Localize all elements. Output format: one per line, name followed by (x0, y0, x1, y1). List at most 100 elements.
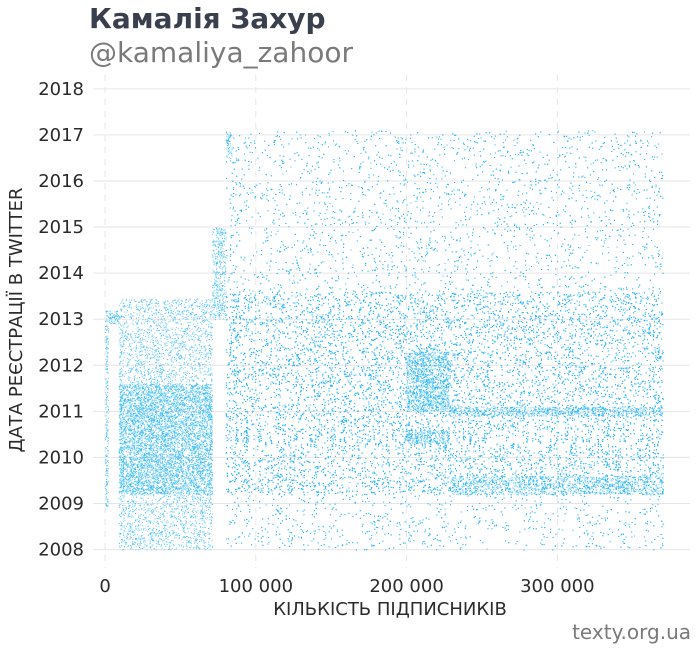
data-point (191, 504, 192, 505)
data-point (178, 358, 179, 359)
data-point (191, 364, 192, 365)
data-point (164, 544, 165, 545)
data-point (172, 302, 173, 303)
data-point (169, 330, 170, 331)
data-point (189, 355, 190, 356)
data-point (178, 544, 179, 545)
data-point (107, 329, 108, 330)
data-point (198, 299, 199, 300)
data-point (159, 325, 160, 326)
data-point (169, 546, 170, 547)
data-point (167, 371, 168, 372)
data-point (191, 339, 192, 340)
data-point (163, 303, 164, 304)
data-point (183, 546, 184, 547)
data-point (196, 529, 197, 530)
data-point (126, 386, 127, 387)
data-point (191, 347, 192, 348)
data-point (186, 310, 187, 311)
data-point (141, 455, 142, 456)
data-point (163, 504, 164, 505)
data-point (142, 307, 143, 308)
data-point (132, 506, 133, 507)
data-point (209, 501, 210, 502)
data-point (187, 371, 188, 372)
data-point (200, 350, 201, 351)
data-point (168, 425, 169, 426)
data-point (200, 505, 201, 506)
data-point (141, 494, 142, 495)
data-point (124, 527, 125, 528)
data-point (188, 335, 189, 336)
data-point (115, 320, 116, 321)
data-point (206, 421, 207, 422)
data-point (124, 537, 125, 538)
data-point (176, 537, 177, 538)
data-point (108, 400, 109, 401)
data-point (166, 409, 167, 410)
data-point (138, 545, 139, 546)
data-point (158, 360, 159, 361)
data-point (195, 300, 196, 301)
data-point (170, 381, 171, 382)
data-point (173, 540, 174, 541)
data-point (151, 300, 152, 301)
data-point (105, 486, 106, 487)
data-point (211, 526, 212, 527)
data-point (107, 369, 108, 370)
data-point (130, 462, 131, 463)
data-point (108, 343, 109, 344)
data-point (194, 360, 195, 361)
data-point (176, 532, 177, 533)
data-point (128, 314, 129, 315)
data-point (170, 511, 171, 512)
data-point (174, 495, 175, 496)
data-point (146, 521, 147, 522)
data-point (205, 313, 206, 314)
data-point (192, 523, 193, 524)
data-point (205, 402, 206, 403)
data-point (141, 330, 142, 331)
data-point (137, 534, 138, 535)
data-point (212, 375, 213, 376)
data-point (122, 330, 123, 331)
data-point (136, 333, 137, 334)
data-point (156, 330, 157, 331)
data-point (108, 451, 109, 452)
data-point (151, 357, 152, 358)
data-point (206, 331, 207, 332)
data-point (163, 496, 164, 497)
data-point (120, 374, 121, 375)
data-point (201, 311, 202, 312)
data-point (137, 519, 138, 520)
data-point (167, 316, 168, 317)
data-point (106, 312, 107, 313)
data-point (204, 364, 205, 365)
data-point (144, 330, 145, 331)
data-point (203, 541, 204, 542)
data-point (211, 397, 212, 398)
data-point (157, 381, 158, 382)
data-point (209, 482, 210, 483)
data-point (140, 370, 141, 371)
data-point (143, 528, 144, 529)
data-point (150, 535, 151, 536)
data-point (171, 516, 172, 517)
data-point (125, 420, 126, 421)
data-point (170, 496, 171, 497)
data-point (174, 549, 175, 550)
data-point (121, 381, 122, 382)
data-point (128, 514, 129, 515)
data-point (179, 343, 180, 344)
data-point (155, 358, 156, 359)
data-point (212, 299, 213, 300)
data-point (107, 473, 108, 474)
data-point (166, 349, 167, 350)
data-point (107, 420, 108, 421)
data-point (208, 321, 209, 322)
data-point (107, 437, 108, 438)
data-point (107, 446, 108, 447)
data-point (186, 336, 187, 337)
data-point (200, 368, 201, 369)
data-point (171, 359, 172, 360)
